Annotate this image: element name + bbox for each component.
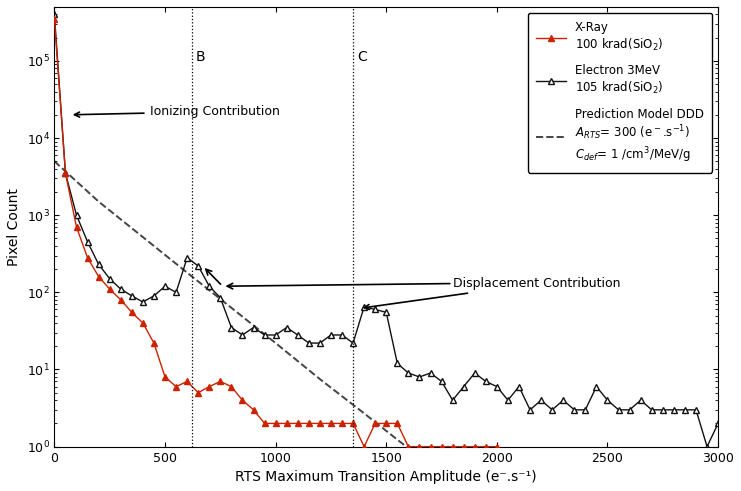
Text: C: C bbox=[357, 50, 367, 64]
Text: Displacement Contribution: Displacement Contribution bbox=[365, 277, 620, 309]
Y-axis label: Pixel Count: Pixel Count bbox=[7, 188, 21, 266]
Text: B: B bbox=[196, 50, 205, 64]
Text: Ionizing Contribution: Ionizing Contribution bbox=[75, 105, 279, 118]
X-axis label: RTS Maximum Transition Amplitude (e⁻.s⁻¹): RTS Maximum Transition Amplitude (e⁻.s⁻¹… bbox=[236, 470, 537, 484]
Legend: X-Ray
100 krad(SiO$_2$), Electron 3MeV
105 krad(SiO$_2$), Prediction Model DDD
$: X-Ray 100 krad(SiO$_2$), Electron 3MeV 1… bbox=[528, 13, 712, 173]
